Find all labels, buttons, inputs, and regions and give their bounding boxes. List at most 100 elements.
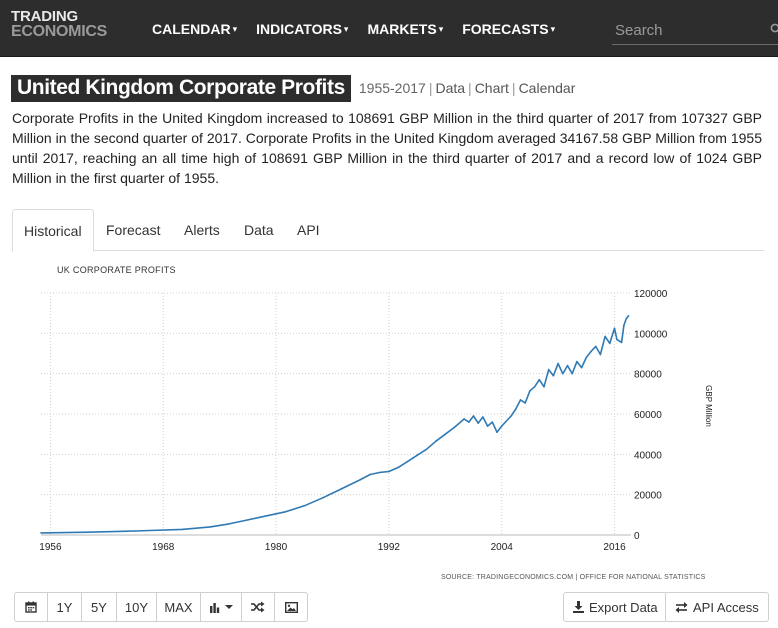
data-point <box>571 372 573 375</box>
tab-forecast[interactable]: Forecast <box>106 222 161 238</box>
api-access-label: API Access <box>693 599 759 615</box>
data-point <box>453 426 456 428</box>
data-link[interactable]: Data <box>435 80 466 96</box>
data-point <box>623 324 625 327</box>
trading-economics-logo[interactable]: TRADING ECONOMICS <box>11 8 107 40</box>
range-max-button[interactable]: MAX <box>156 592 201 622</box>
image-export-button[interactable] <box>274 592 308 622</box>
chart-toolbar: 1Y 5Y 10Y MAX Export Data API Access <box>14 592 769 624</box>
data-point <box>463 418 465 420</box>
logo-line-1: TRADING <box>11 8 78 25</box>
tab-alerts[interactable]: Alerts <box>184 222 220 238</box>
image-icon <box>284 601 298 613</box>
caret-down-icon: ▾ <box>438 24 444 34</box>
calendar-range-button[interactable] <box>14 592 48 622</box>
data-point <box>580 366 583 369</box>
chart-source: SOURCE: TRADINGECONOMICS.COM | OFFICE FO… <box>441 574 706 581</box>
chart-type-button[interactable] <box>200 592 242 622</box>
search-input[interactable] <box>612 18 765 42</box>
top-navbar: TRADING ECONOMICS CALENDAR ▾ INDICATORS ▾ … <box>0 0 778 57</box>
data-point <box>585 356 588 359</box>
data-point <box>500 425 503 427</box>
search-icon[interactable] <box>770 23 778 35</box>
calendar-link[interactable]: Calendar <box>518 80 576 96</box>
data-point <box>486 425 489 427</box>
tab-api[interactable]: API <box>297 222 320 238</box>
data-point <box>552 374 555 377</box>
y-tick-label: 80000 <box>634 370 662 381</box>
range-10y-button[interactable]: 10Y <box>116 592 157 622</box>
series-line <box>40 315 630 534</box>
data-point <box>576 360 578 363</box>
tab-data[interactable]: Data <box>244 222 274 238</box>
caret-down-icon: ▾ <box>550 24 556 34</box>
data-point <box>87 531 89 533</box>
title-row: United Kingdom Corporate Profits 1955-20… <box>11 74 576 102</box>
data-point <box>247 519 249 521</box>
data-point <box>378 471 381 474</box>
data-point <box>284 511 287 513</box>
data-point <box>562 372 564 375</box>
compare-button[interactable] <box>241 592 275 622</box>
y-tick-label: 100000 <box>634 329 668 340</box>
chart-tabs: Historical Forecast Alerts Data API <box>12 209 764 252</box>
data-point <box>599 353 602 356</box>
data-point <box>515 408 517 410</box>
data-point <box>496 431 498 433</box>
data-point <box>620 341 623 344</box>
data-point <box>444 433 447 435</box>
page-title: United Kingdom Corporate Profits <box>11 74 351 102</box>
y-tick-label: 40000 <box>634 450 662 461</box>
range-5y-button[interactable]: 5Y <box>81 592 117 622</box>
data-point <box>416 454 418 457</box>
chart-area: UK CORPORATE PROFITS 0 20000 40000 60000 800… <box>12 251 764 591</box>
export-data-button[interactable]: Export Data <box>563 592 668 622</box>
title-links: 1955-2017 | Data | Chart | Calendar <box>358 80 576 96</box>
menu-calendar-label: CALENDAR <box>152 21 231 37</box>
x-axis: 1956 1968 1980 1992 2004 2016 <box>39 542 626 553</box>
indicator-description: Corporate Profits in the United Kingdom … <box>12 110 762 186</box>
data-point <box>543 386 545 388</box>
menu-calendar[interactable]: CALENDAR ▾ <box>152 21 237 37</box>
download-icon <box>573 601 584 613</box>
main-menu: CALENDAR ▾ INDICATORS ▾ MARKETS ▾ FORECASTS… <box>152 21 574 37</box>
data-point <box>616 338 618 341</box>
y-axis: 0 20000 40000 60000 80000 100000 120000 <box>634 289 668 542</box>
data-point <box>397 466 400 469</box>
data-point <box>627 315 630 317</box>
export-data-label: Export Data <box>589 599 658 615</box>
data-point <box>529 390 531 392</box>
data-point <box>519 399 522 401</box>
data-point <box>40 532 42 534</box>
y-tick-label: 120000 <box>634 289 668 300</box>
data-point <box>209 526 211 528</box>
tab-historical[interactable]: Historical <box>12 209 94 252</box>
x-tick-label: 1956 <box>39 542 62 553</box>
range-button-group: 1Y 5Y 10Y MAX <box>14 592 308 622</box>
menu-markets-label: MARKETS <box>367 21 437 37</box>
x-tick-label: 2004 <box>491 542 514 553</box>
x-tick-label: 1992 <box>378 542 401 553</box>
data-point <box>359 478 362 481</box>
api-access-button[interactable]: API Access <box>665 592 769 622</box>
date-range-text: 1955-2017 <box>358 80 426 96</box>
menu-forecasts[interactable]: FORECASTS ▾ <box>462 21 555 37</box>
calendar-icon <box>25 601 37 613</box>
data-point <box>557 362 559 365</box>
chart-link[interactable]: Chart <box>474 80 509 96</box>
data-point <box>477 422 480 424</box>
line-chart[interactable]: UK CORPORATE PROFITS 0 20000 40000 60000 800… <box>12 251 764 591</box>
data-point <box>468 421 470 423</box>
exchange-icon <box>675 601 688 613</box>
menu-indicators[interactable]: INDICATORS ▾ <box>256 21 348 37</box>
range-1y-button[interactable]: 1Y <box>47 592 82 622</box>
data-point <box>547 368 550 371</box>
menu-markets[interactable]: MARKETS ▾ <box>367 21 443 37</box>
y-tick-label: 20000 <box>634 491 662 502</box>
data-point <box>265 515 268 517</box>
chart-title: UK CORPORATE PROFITS <box>57 265 176 275</box>
data-point <box>134 530 136 532</box>
y-axis-label: GBP Million <box>704 385 713 427</box>
data-point <box>322 496 324 499</box>
x-tick-label: 1968 <box>152 542 175 553</box>
